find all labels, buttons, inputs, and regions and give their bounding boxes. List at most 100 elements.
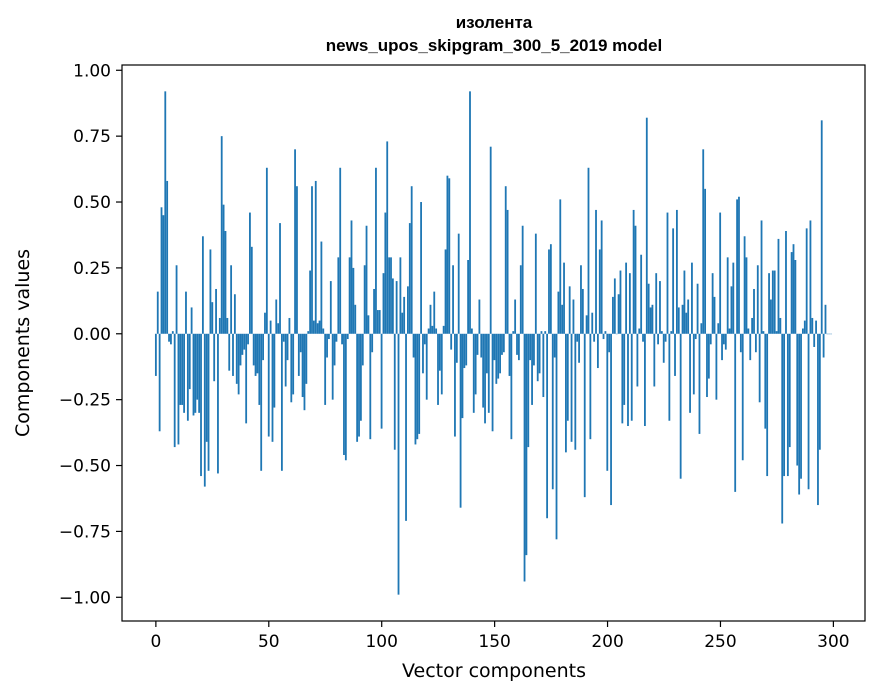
- bar: [519, 265, 522, 334]
- bar: [625, 262, 628, 334]
- bar: [280, 333, 283, 471]
- bar: [405, 333, 407, 521]
- y-axis-ticks: 1.00 0.75 0.50 0.25 0.00 −0.25 −0.50 −0.75 −1.00: [59, 61, 122, 608]
- bar: [414, 333, 417, 445]
- bar: [294, 149, 296, 334]
- bar: [771, 270, 774, 334]
- bar: [333, 333, 336, 366]
- bar: [401, 312, 404, 334]
- bar: [653, 333, 656, 387]
- bar: [433, 291, 436, 334]
- bars-group: [154, 91, 833, 595]
- bar: [536, 333, 539, 382]
- x-tick-label: 150: [478, 632, 510, 652]
- bar: [745, 257, 748, 334]
- bar: [459, 333, 462, 508]
- bar: [282, 333, 285, 342]
- bar: [593, 333, 596, 342]
- bar: [679, 333, 682, 479]
- y-tick-label: −0.50: [59, 457, 111, 477]
- bar: [186, 333, 189, 421]
- bar: [201, 236, 204, 334]
- bar: [566, 333, 569, 421]
- bar: [356, 333, 359, 442]
- bar: [822, 333, 825, 358]
- bar: [239, 333, 242, 366]
- bar: [269, 320, 272, 334]
- bar: [420, 202, 422, 334]
- bar: [247, 333, 249, 345]
- bar: [525, 333, 528, 556]
- bar: [674, 333, 676, 376]
- bar: [181, 333, 184, 405]
- bar: [410, 186, 413, 334]
- y-tick-label: 1.00: [73, 61, 111, 81]
- bar: [698, 333, 701, 434]
- bar: [344, 333, 347, 461]
- bar: [158, 333, 161, 432]
- bar: [561, 304, 564, 334]
- y-tick-label: 0.50: [73, 193, 111, 213]
- x-tick-label: 250: [704, 632, 736, 652]
- bar: [813, 333, 816, 347]
- y-tick-label: 0.75: [73, 127, 111, 147]
- bar: [749, 333, 752, 361]
- x-tick-label: 200: [591, 632, 623, 652]
- bar: [777, 238, 780, 334]
- bar: [237, 333, 240, 395]
- bar: [617, 294, 620, 334]
- bar: [501, 333, 503, 355]
- bar: [487, 333, 490, 413]
- bar: [495, 333, 498, 384]
- y-axis-label: Components values: [12, 249, 34, 437]
- bar: [548, 249, 550, 334]
- bar: [766, 333, 769, 477]
- bar: [303, 333, 306, 411]
- y-tick-label: −0.75: [59, 522, 111, 542]
- bar: [452, 265, 454, 334]
- bar: [446, 175, 449, 334]
- bar: [299, 333, 302, 353]
- bar: [557, 291, 560, 334]
- bar: [215, 288, 217, 334]
- bar: [726, 257, 729, 334]
- x-tick-label: 100: [365, 632, 397, 652]
- bar: [707, 333, 710, 379]
- bar: [675, 209, 678, 334]
- bar: [694, 333, 697, 340]
- bar: [649, 307, 652, 334]
- bar: [243, 333, 246, 350]
- bar: [418, 333, 421, 434]
- bar: [328, 333, 330, 340]
- bar: [704, 188, 707, 334]
- bar: [290, 333, 293, 403]
- bar: [691, 262, 693, 334]
- bar: [514, 299, 517, 334]
- bar: [271, 333, 274, 442]
- bar: [412, 333, 415, 358]
- bar: [265, 167, 268, 334]
- bar: [534, 233, 537, 334]
- bar: [606, 333, 609, 471]
- bar: [296, 186, 298, 334]
- bar: [692, 333, 695, 395]
- bar: [395, 281, 398, 334]
- bar: [378, 310, 381, 334]
- bar: [807, 333, 810, 490]
- bar: [523, 333, 526, 582]
- bar: [423, 333, 426, 345]
- bar: [818, 333, 821, 450]
- bar: [644, 333, 646, 427]
- bar: [371, 333, 374, 353]
- y-tick-label: −1.00: [59, 588, 111, 608]
- bar: [450, 333, 453, 350]
- bar: [484, 333, 486, 424]
- bar: [431, 325, 434, 334]
- bar: [168, 333, 170, 342]
- bar: [384, 212, 387, 334]
- bar: [376, 310, 379, 334]
- bar: [183, 333, 185, 413]
- bar: [233, 294, 236, 334]
- bar: [367, 315, 370, 334]
- bar: [305, 333, 308, 384]
